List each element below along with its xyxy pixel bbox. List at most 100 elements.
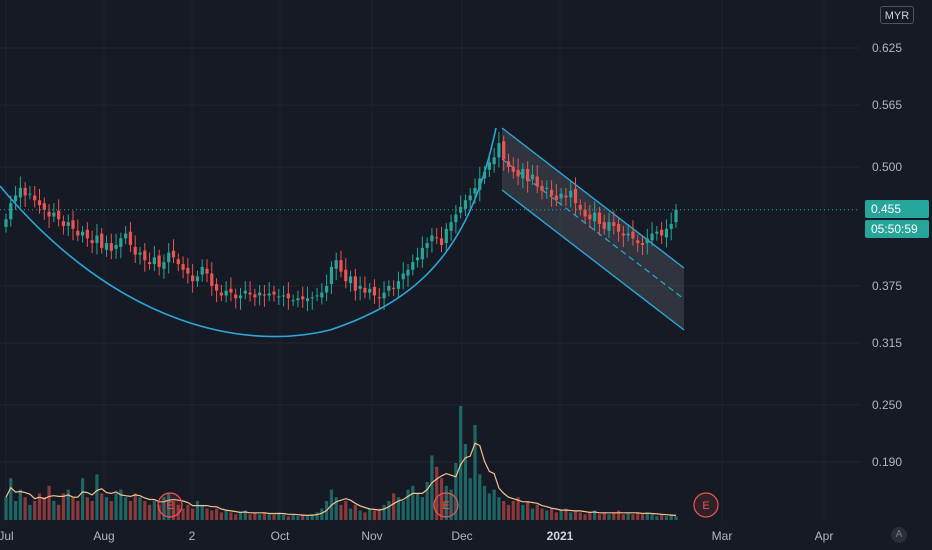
candle-body — [516, 169, 520, 177]
price-axis[interactable]: 0.625 0.565 0.500 0.375 0.315 0.250 0.190 — [872, 41, 902, 469]
volume-bar — [133, 493, 137, 520]
auto-scale-button[interactable]: A — [891, 527, 907, 543]
candle-body — [272, 291, 276, 295]
volume-bar — [281, 514, 286, 520]
candle-body — [258, 292, 262, 296]
candle-body — [4, 219, 8, 227]
channel-lower-line[interactable] — [501, 189, 685, 331]
candle-body — [104, 243, 109, 250]
earnings-marker[interactable]: E — [433, 492, 459, 518]
volume-bar — [33, 501, 37, 520]
volume-bar — [320, 508, 324, 520]
candle-body — [90, 240, 94, 244]
candle-body — [344, 269, 348, 282]
volume-bar — [502, 501, 506, 520]
candle-body — [435, 237, 439, 239]
volume-bar — [583, 514, 587, 520]
earnings-marker[interactable]: E — [157, 492, 183, 518]
candle-body — [85, 229, 89, 239]
candle-body — [181, 264, 185, 270]
candle-body — [401, 273, 405, 280]
candle-body — [315, 295, 319, 297]
candle-body — [147, 262, 152, 265]
volume-bar — [224, 510, 228, 520]
candle-body — [325, 285, 329, 293]
candle-body — [415, 257, 420, 261]
volume-bar — [674, 516, 678, 520]
candle-body — [277, 296, 281, 298]
channel-median-line[interactable] — [501, 158, 685, 300]
volume-bar — [497, 497, 501, 520]
candle-body — [569, 190, 573, 198]
volume-bar — [258, 514, 262, 520]
volume-bar — [468, 478, 472, 520]
volume-bar — [109, 501, 113, 520]
volume-bar — [631, 514, 635, 520]
date-tick-label: Apr — [815, 529, 834, 543]
candle-body — [387, 285, 391, 291]
volume-bar — [152, 501, 156, 520]
volume-bar — [612, 512, 616, 520]
channel-upper-line[interactable] — [501, 127, 685, 269]
volume-bar — [80, 478, 85, 520]
candle-body — [564, 195, 568, 198]
volume-bar — [626, 512, 630, 520]
volume-bar — [52, 501, 56, 520]
price-tick-label: 0.500 — [872, 160, 902, 174]
candle-body — [502, 141, 506, 160]
volume-bar — [181, 508, 185, 520]
volume-bar — [147, 504, 152, 520]
candle-body — [281, 295, 286, 297]
volume-bar — [229, 512, 233, 520]
candle-body — [368, 288, 372, 293]
candle-body — [487, 162, 491, 170]
volume-bar — [645, 512, 649, 520]
candle-body — [602, 222, 606, 229]
candle-body — [535, 176, 539, 186]
volume-bar — [128, 501, 133, 520]
candle-body — [482, 171, 487, 179]
volume-bar — [616, 510, 621, 520]
time-axis[interactable]: Jul Aug 2 Oct Nov Dec 2021 Mar Apr — [0, 529, 833, 543]
candle-body — [669, 224, 673, 229]
date-tick-label: Nov — [361, 529, 382, 543]
volume-bar — [286, 516, 290, 520]
earnings-marker-circle[interactable] — [157, 492, 183, 518]
candle-body — [530, 174, 535, 180]
volume-bar — [186, 504, 190, 520]
volume-bar — [511, 501, 515, 520]
candle-body — [143, 250, 147, 261]
volume-bar — [382, 504, 386, 520]
earnings-marker-circle[interactable] — [433, 492, 459, 518]
candle-body — [248, 292, 252, 295]
candle-body — [396, 281, 401, 289]
volume-bar — [334, 497, 338, 520]
drawing-tools[interactable] — [0, 127, 685, 338]
volume-bar — [454, 463, 458, 520]
candle-body — [291, 300, 295, 302]
earnings-marker[interactable]: E — [693, 492, 719, 518]
cup-pattern-curve[interactable] — [0, 127, 497, 338]
volume-bar — [95, 474, 99, 520]
candle-body — [573, 188, 578, 204]
candle-body — [42, 203, 46, 210]
volume-bar — [57, 504, 61, 520]
volume-bar — [143, 501, 147, 520]
volume-bar — [372, 510, 377, 520]
candle-body — [559, 193, 563, 199]
candle-body — [100, 233, 104, 248]
candle-body — [66, 222, 70, 226]
volume-bar — [516, 497, 520, 520]
grid-lines — [0, 47, 860, 463]
volume-bar — [640, 514, 645, 520]
volume-bar — [71, 497, 75, 520]
candle-body — [497, 143, 501, 158]
candle-body — [310, 297, 314, 299]
candle-body — [363, 287, 367, 293]
volume-bar — [559, 510, 563, 520]
earnings-marker-circle[interactable] — [693, 492, 719, 518]
currency-badge[interactable]: MYR — [880, 6, 914, 24]
volume-bar — [214, 508, 219, 520]
